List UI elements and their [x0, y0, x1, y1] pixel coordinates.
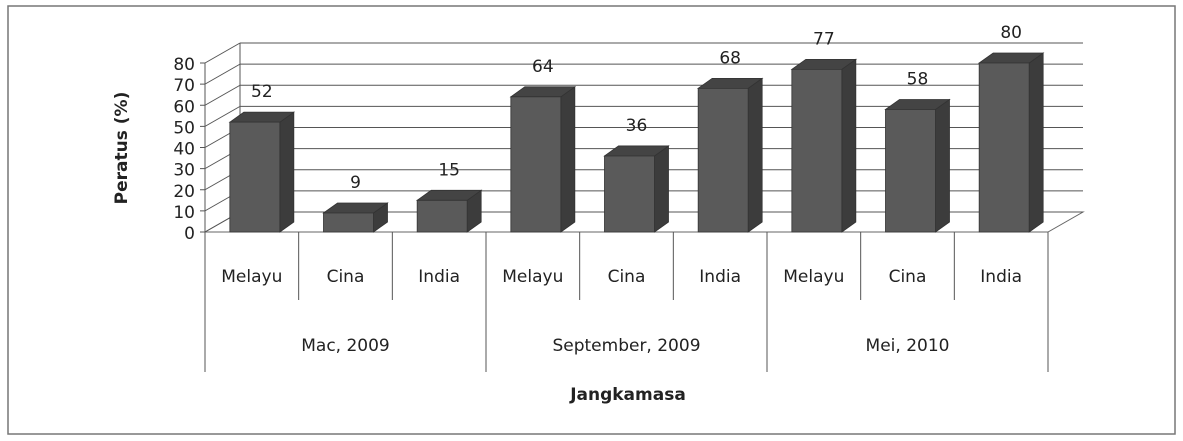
- y-tick-label: 60: [173, 97, 195, 117]
- value-label: 68: [719, 48, 741, 68]
- value-label: 15: [438, 160, 460, 180]
- x-axis-label: Jangkamasa: [569, 385, 686, 405]
- bar: [790, 58, 858, 233]
- y-tick-label: 80: [173, 55, 195, 75]
- grid-line: [204, 84, 241, 106]
- value-label: 52: [251, 82, 273, 102]
- grid-line: [204, 105, 241, 127]
- x-tick-label: Melayu: [221, 267, 282, 287]
- value-label: 64: [532, 57, 554, 77]
- x-tick-label: India: [980, 267, 1022, 287]
- bar: [509, 86, 577, 233]
- y-tick-label: 0: [184, 224, 195, 244]
- x-tick-label: India: [418, 267, 460, 287]
- bar: [884, 98, 951, 233]
- bar: [696, 77, 764, 233]
- x-tick-label: Cina: [327, 267, 365, 287]
- x-tick-label: Cina: [889, 267, 927, 287]
- value-label: 36: [626, 116, 648, 136]
- y-tick-label: 30: [173, 161, 195, 181]
- grid-line: [204, 42, 241, 64]
- y-tick-label: 70: [173, 76, 195, 96]
- y-tick-label: 10: [173, 203, 195, 223]
- group-label: Mei, 2010: [866, 336, 950, 356]
- bar: [603, 145, 670, 233]
- x-tick-label: Melayu: [502, 267, 563, 287]
- bar: [415, 189, 483, 233]
- y-tick-label: 20: [173, 182, 195, 202]
- value-label: 58: [907, 69, 929, 89]
- bar: [322, 202, 389, 233]
- x-tick-label: Melayu: [783, 267, 844, 287]
- x-tick-label: Cina: [608, 267, 646, 287]
- value-label: 80: [1000, 23, 1022, 43]
- grid-line: [204, 63, 241, 85]
- bar: [977, 52, 1045, 233]
- bar: [228, 111, 296, 233]
- group-label: September, 2009: [552, 336, 700, 356]
- value-label: 77: [813, 29, 835, 49]
- y-tick-label: 40: [173, 140, 195, 160]
- y-tick-label: 50: [173, 118, 195, 138]
- group-label: Mac, 2009: [301, 336, 390, 356]
- value-label: 9: [350, 173, 361, 193]
- x-tick-label: India: [699, 267, 741, 287]
- y-axis-label: Peratus (%): [112, 92, 132, 205]
